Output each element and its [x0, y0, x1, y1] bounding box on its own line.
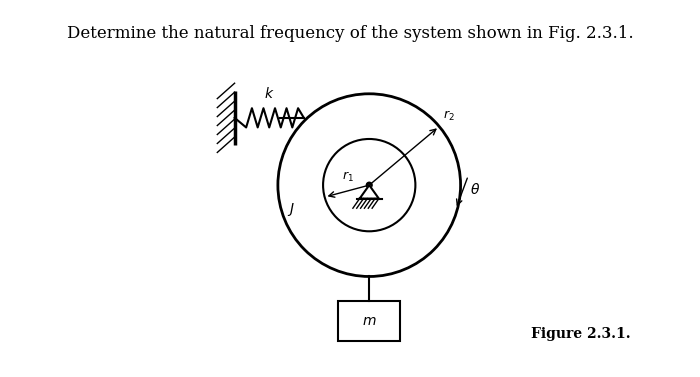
Bar: [338, 300, 400, 341]
Text: $J$: $J$: [288, 201, 295, 218]
Text: $m$: $m$: [362, 314, 377, 328]
Text: $\theta$: $\theta$: [470, 182, 480, 198]
Text: $r_1$: $r_1$: [342, 170, 354, 184]
Polygon shape: [360, 185, 379, 199]
Text: Figure 2.3.1.: Figure 2.3.1.: [531, 327, 631, 341]
Circle shape: [366, 182, 372, 188]
Text: $r_2$: $r_2$: [443, 109, 455, 123]
Text: Determine the natural frequency of the system shown in Fig. 2.3.1.: Determine the natural frequency of the s…: [66, 25, 634, 41]
Text: $k$: $k$: [264, 86, 274, 101]
